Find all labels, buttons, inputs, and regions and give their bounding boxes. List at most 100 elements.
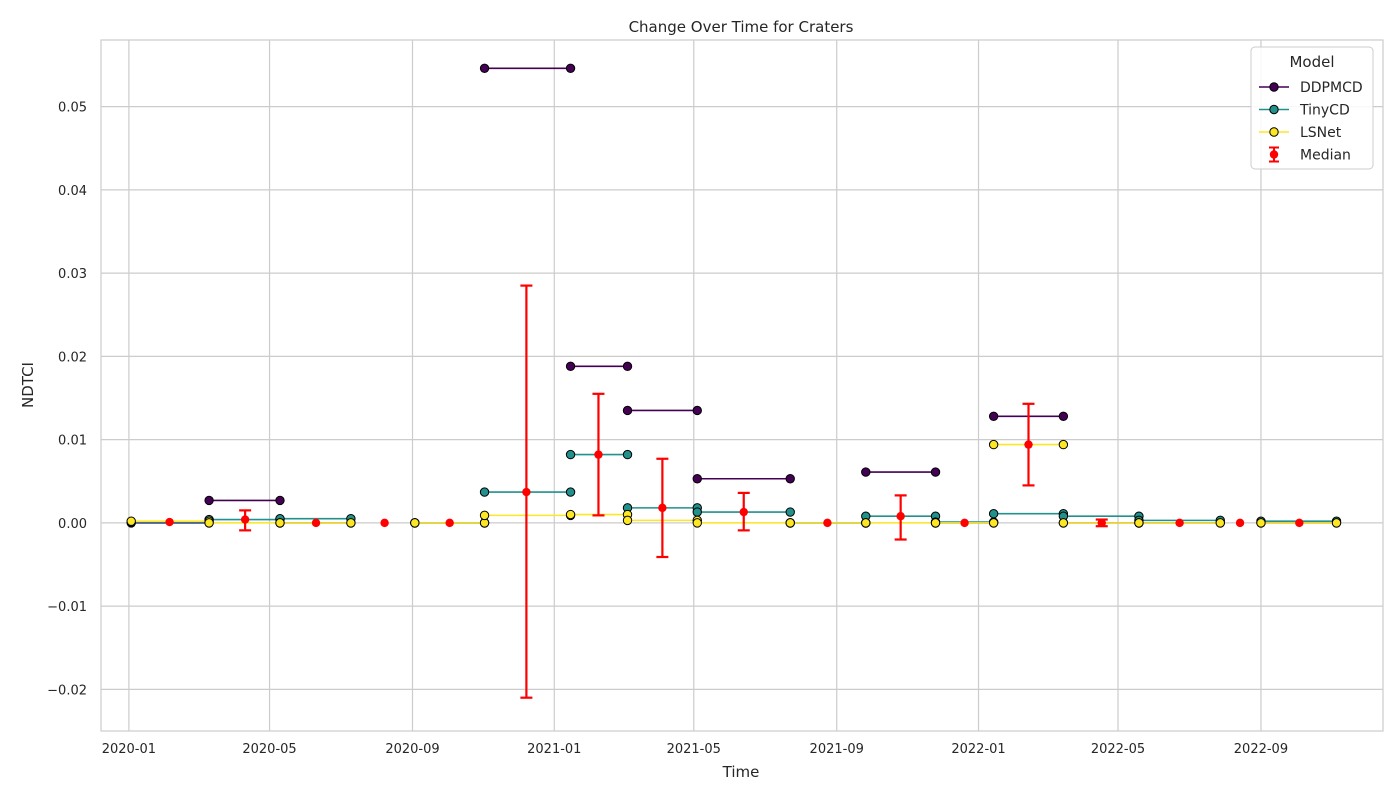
data-point [861, 467, 871, 477]
data-point [565, 63, 576, 74]
y-tick-label: 0.01 [58, 434, 87, 449]
y-tick-label: 0.03 [58, 267, 87, 282]
data-point [1058, 518, 1069, 528]
median-point [1235, 518, 1245, 528]
data-point [622, 405, 633, 416]
data-point [861, 518, 871, 528]
data-point [565, 509, 576, 520]
x-tick-labels: 2020-01 2020-05 2020-09 2021-01 2021-05 2021-… [102, 742, 1288, 757]
median-point-group [1095, 518, 1108, 528]
data-point [126, 516, 136, 526]
data-point [204, 495, 214, 506]
data-point [1331, 518, 1342, 528]
data-point [622, 449, 633, 460]
legend-item-tinycd: TinyCD [1259, 103, 1350, 119]
data-point [479, 63, 490, 74]
median-point [1295, 518, 1304, 528]
legend-label: TinyCD [1299, 103, 1350, 119]
data-point [692, 507, 702, 517]
median-point-group [1022, 402, 1035, 487]
median-point [823, 518, 832, 528]
median-point-group [656, 457, 669, 559]
chart-title: Change Over Time for Craters [629, 18, 854, 36]
data-point [1134, 518, 1144, 528]
data-point [930, 467, 941, 477]
legend-item-ddpmcd: DDPMCD [1259, 80, 1363, 96]
grid-lines [101, 40, 1383, 731]
median-point-group [894, 494, 907, 541]
data-point [275, 495, 285, 506]
legend: Model DDPMCD TinyCD LSNet Median [1250, 46, 1374, 170]
series-lines [126, 63, 1342, 528]
data-point [785, 474, 795, 484]
data-point [988, 439, 999, 450]
data-point [204, 518, 214, 528]
data-point [988, 518, 999, 528]
x-tick-label: 2020-09 [385, 742, 439, 757]
x-tick-label: 2020-01 [102, 742, 156, 757]
median-point-group [520, 284, 533, 699]
median-point [739, 507, 748, 517]
x-tick-label: 2022-09 [1234, 742, 1288, 757]
data-point [1256, 518, 1266, 528]
median-point [240, 515, 250, 524]
legend-marker [1269, 82, 1279, 92]
y-tick-label: −0.02 [47, 683, 87, 698]
median-point [1024, 440, 1033, 449]
series-ddpmcd [126, 63, 1342, 528]
x-tick-label: 2021-09 [810, 742, 864, 757]
y-tick-label: 0.02 [58, 350, 87, 365]
legend-item-lsnet: LSNet [1259, 125, 1342, 141]
median-point [380, 518, 389, 528]
data-point [565, 361, 576, 372]
median-point [960, 518, 969, 528]
series-lsnet [126, 439, 1342, 528]
median-point-group [1175, 518, 1184, 528]
plot-frame [100, 39, 1384, 732]
median-point [311, 518, 321, 528]
data-point [1058, 439, 1069, 450]
legend-item-median: Median [1269, 146, 1351, 164]
median-point-group [1235, 518, 1245, 528]
legend-label: DDPMCD [1300, 80, 1363, 96]
legend-marker [1269, 127, 1279, 137]
data-point [565, 449, 576, 460]
median-point [165, 517, 174, 527]
median-point [445, 518, 454, 528]
data-point [692, 405, 702, 416]
x-tick-label: 2022-05 [1091, 742, 1145, 757]
y-tick-labels: −0.02 −0.01 0.00 0.01 0.02 0.03 0.04 0.05 [47, 101, 87, 699]
data-point [1058, 411, 1069, 422]
legend-items: DDPMCD TinyCD LSNet Median [1259, 80, 1363, 164]
legend-box [1250, 46, 1374, 170]
data-point [410, 518, 420, 528]
legend-label: Median [1300, 148, 1351, 164]
x-tick-label: 2022-01 [951, 742, 1005, 757]
data-point [785, 507, 795, 517]
median-point-group [239, 509, 252, 532]
series-tinycd [126, 449, 1342, 528]
median-point-group [165, 517, 174, 527]
x-axis-label: Time [722, 763, 760, 781]
median-point-group [592, 392, 605, 517]
data-point [479, 510, 490, 521]
median-point [658, 503, 667, 513]
legend-label: LSNet [1300, 125, 1342, 141]
median-point [522, 487, 531, 497]
y-tick-label: 0.04 [58, 184, 87, 199]
median-point-group [311, 518, 321, 528]
data-point [930, 518, 941, 528]
median-point-group [1295, 518, 1304, 528]
data-point [692, 474, 702, 484]
data-point [1215, 518, 1225, 528]
data-point [622, 361, 633, 372]
median-point-group [445, 518, 454, 528]
data-point [565, 487, 576, 497]
data-point [785, 518, 795, 528]
x-tick-label: 2020-05 [242, 742, 296, 757]
data-point [622, 515, 633, 526]
median-point [896, 512, 905, 521]
median-point-group [380, 518, 389, 528]
median-point-group [737, 491, 750, 532]
